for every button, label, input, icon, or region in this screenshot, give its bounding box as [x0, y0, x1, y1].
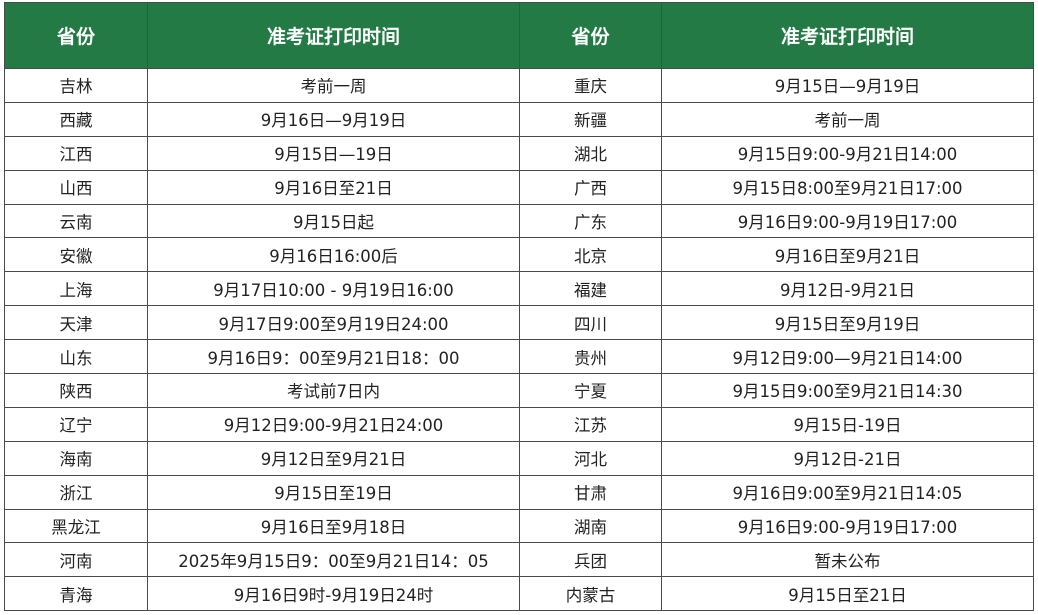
header-cell: 省份	[519, 2, 662, 69]
province-cell: 山西	[4, 169, 148, 205]
province-cell: 兵团	[519, 542, 662, 578]
table-row: 上海 9月17日10:00 - 9月19日16:00 福建 9月12日-9月21日	[4, 271, 1034, 307]
table-row: 浙江 9月15日至19日 甘肃 9月16日9:00至9月21日14:05	[4, 474, 1034, 510]
header-cell: 省份	[4, 2, 148, 69]
province-cell: 陕西	[4, 373, 148, 408]
table-row: 安徽 9月16日16:00后 北京 9月16日至9月21日	[4, 237, 1034, 273]
table-row: 山东 9月16日9：00至9月21日18：00 贵州 9月12日9:00—9月21日1…	[4, 339, 1034, 375]
province-cell: 安徽	[4, 237, 148, 273]
table-row: 吉林 考前一周 重庆 9月15日—9月19日	[4, 68, 1034, 103]
province-cell: 广东	[519, 203, 662, 239]
time-cell: 考前一周	[661, 101, 1034, 137]
time-cell: 9月16日至9月18日	[147, 508, 520, 544]
province-cell: 河南	[4, 542, 148, 578]
time-cell: 9月15日—19日	[147, 135, 520, 171]
time-cell: 9月15日8:00至9月21日17:00	[661, 169, 1034, 205]
province-cell: 江西	[4, 135, 148, 171]
table-row: 云南 9月15日起 广东 9月16日9:00-9月19日17:00	[4, 203, 1034, 239]
table-row: 山西 9月16日至21日 广西 9月15日8:00至9月21日17:00	[4, 169, 1034, 205]
header-cell: 准考证打印时间	[661, 2, 1034, 69]
time-cell: 9月15日—9月19日	[661, 68, 1034, 103]
time-cell: 9月15日9:00-9月21日14:00	[661, 135, 1034, 171]
time-cell: 9月17日9:00至9月19日24:00	[147, 305, 520, 341]
time-cell: 9月15日9:00至9月21日14:30	[661, 373, 1034, 408]
province-cell: 山东	[4, 339, 148, 375]
time-cell: 9月16日—9月19日	[147, 101, 520, 137]
province-cell: 宁夏	[519, 373, 662, 408]
time-cell: 9月16日9时-9月19日24时	[147, 576, 520, 612]
province-cell: 重庆	[519, 68, 662, 103]
table-row: 青海 9月16日9时-9月19日24时 内蒙古 9月15日至21日	[4, 576, 1034, 612]
header-cell: 准考证打印时间	[147, 2, 520, 69]
time-cell: 9月16日9：00至9月21日18：00	[147, 339, 520, 375]
province-cell: 云南	[4, 203, 148, 239]
time-cell: 考试前7日内	[147, 373, 520, 408]
time-cell: 9月12日-21日	[661, 440, 1034, 476]
province-cell: 西藏	[4, 101, 148, 137]
province-cell: 浙江	[4, 474, 148, 510]
time-cell: 9月16日9:00-9月19日17:00	[661, 508, 1034, 544]
time-cell: 9月15日至9月19日	[661, 305, 1034, 341]
time-cell: 9月12日9:00—9月21日14:00	[661, 339, 1034, 375]
table-row: 海南 9月12日至9月21日 河北 9月12日-21日	[4, 440, 1034, 476]
province-cell: 河北	[519, 440, 662, 476]
province-cell: 湖南	[519, 508, 662, 544]
province-cell: 甘肃	[519, 474, 662, 510]
time-cell: 9月15日至21日	[661, 576, 1034, 612]
print-schedule-table: 省份 准考证打印时间 省份 准考证打印时间 吉林 考前一周 重庆 9月15日—9月19日 西藏…	[4, 2, 1034, 612]
province-cell: 江苏	[519, 406, 662, 442]
time-cell: 9月16日9:00至9月21日14:05	[661, 474, 1034, 510]
province-cell: 海南	[4, 440, 148, 476]
province-cell: 北京	[519, 237, 662, 273]
province-cell: 福建	[519, 271, 662, 307]
time-cell: 9月15日至19日	[147, 474, 520, 510]
table-row: 西藏 9月16日—9月19日 新疆 考前一周	[4, 101, 1034, 137]
time-cell: 9月12日-9月21日	[661, 271, 1034, 307]
time-cell: 9月15日起	[147, 203, 520, 239]
table-row: 天津 9月17日9:00至9月19日24:00 四川 9月15日至9月19日	[4, 305, 1034, 341]
table-row: 黑龙江 9月16日至9月18日 湖南 9月16日9:00-9月19日17:00	[4, 508, 1034, 544]
time-cell: 9月16日至9月21日	[661, 237, 1034, 273]
table-row: 河南 2025年9月15日9：00至9月21日14：05 兵团 暂未公布	[4, 542, 1034, 578]
province-cell: 四川	[519, 305, 662, 341]
province-cell: 青海	[4, 576, 148, 612]
province-cell: 辽宁	[4, 406, 148, 442]
time-cell: 9月16日9:00-9月19日17:00	[661, 203, 1034, 239]
header-row: 省份 准考证打印时间 省份 准考证打印时间	[4, 2, 1034, 69]
province-cell: 贵州	[519, 339, 662, 375]
table-row: 陕西 考试前7日内 宁夏 9月15日9:00至9月21日14:30	[4, 373, 1034, 408]
table-row: 辽宁 9月12日9:00-9月21日24:00 江苏 9月15日-19日	[4, 406, 1034, 442]
table-row: 江西 9月15日—19日 湖北 9月15日9:00-9月21日14:00	[4, 135, 1034, 171]
province-cell: 黑龙江	[4, 508, 148, 544]
time-cell: 考前一周	[147, 68, 520, 103]
time-cell: 暂未公布	[661, 542, 1034, 578]
province-cell: 内蒙古	[519, 576, 662, 612]
time-cell: 9月12日9:00-9月21日24:00	[147, 406, 520, 442]
province-cell: 上海	[4, 271, 148, 307]
province-cell: 湖北	[519, 135, 662, 171]
time-cell: 9月12日至9月21日	[147, 440, 520, 476]
province-cell: 新疆	[519, 101, 662, 137]
province-cell: 天津	[4, 305, 148, 341]
province-cell: 吉林	[4, 68, 148, 103]
time-cell: 9月17日10:00 - 9月19日16:00	[147, 271, 520, 307]
time-cell: 2025年9月15日9：00至9月21日14：05	[147, 542, 520, 578]
time-cell: 9月16日至21日	[147, 169, 520, 205]
time-cell: 9月15日-19日	[661, 406, 1034, 442]
province-cell: 广西	[519, 169, 662, 205]
table-body: 吉林 考前一周 重庆 9月15日—9月19日 西藏 9月16日—9月19日 新疆 考前一周 江西…	[4, 68, 1034, 612]
time-cell: 9月16日16:00后	[147, 237, 520, 273]
